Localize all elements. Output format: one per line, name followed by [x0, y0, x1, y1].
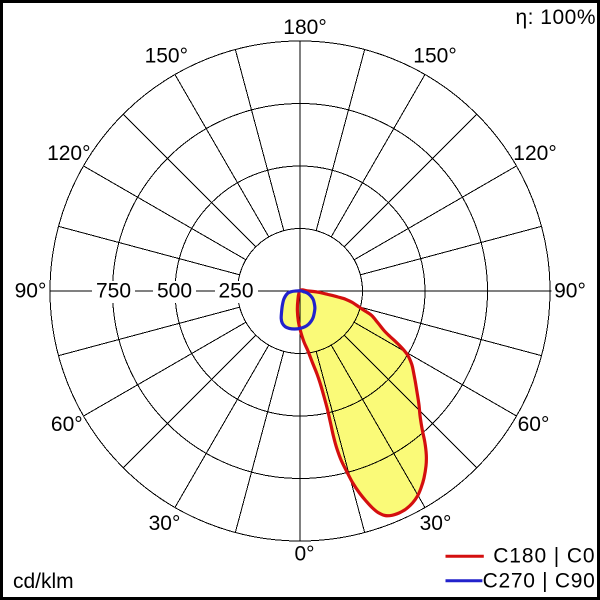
svg-text:30°: 30° — [420, 512, 452, 535]
svg-text:η: 100%: η: 100% — [515, 6, 596, 29]
svg-text:30°: 30° — [149, 512, 181, 535]
svg-text:cd/klm: cd/klm — [13, 570, 74, 593]
svg-text:500: 500 — [157, 280, 192, 303]
svg-text:150°: 150° — [413, 45, 456, 68]
svg-text:90°: 90° — [554, 280, 586, 303]
svg-text:120°: 120° — [513, 142, 556, 165]
svg-text:250: 250 — [218, 280, 253, 303]
svg-text:60°: 60° — [51, 413, 83, 436]
svg-text:60°: 60° — [518, 413, 550, 436]
svg-text:0°: 0° — [294, 543, 314, 566]
svg-text:750: 750 — [96, 280, 131, 303]
svg-text:180°: 180° — [283, 16, 326, 39]
svg-text:90°: 90° — [15, 280, 47, 303]
svg-text:120°: 120° — [47, 142, 90, 165]
svg-text:150°: 150° — [145, 45, 188, 68]
svg-text:C180 | C0: C180 | C0 — [493, 545, 595, 568]
svg-text:C270 | C90: C270 | C90 — [483, 570, 596, 593]
